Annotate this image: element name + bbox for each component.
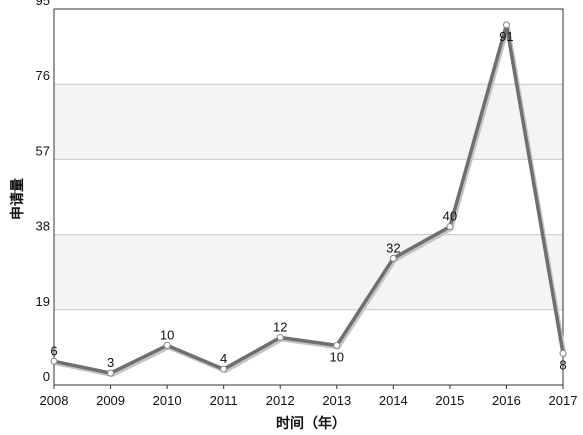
data-labels: 6 3 10 4 12 10 32 40 91 8 xyxy=(50,29,566,373)
data-label: 4 xyxy=(220,351,227,366)
x-axis-title: 时间（年） xyxy=(276,415,346,432)
x-tick-label: 2010 xyxy=(153,393,182,408)
data-label: 40 xyxy=(443,209,457,224)
x-tick-label: 2013 xyxy=(322,393,351,408)
y-axis-title: 申请量 xyxy=(9,178,26,220)
y-tick-label: 95 xyxy=(36,0,50,8)
plot-band xyxy=(54,159,563,235)
y-tick-label: 19 xyxy=(36,294,50,309)
data-point xyxy=(502,21,510,29)
data-label: 3 xyxy=(107,355,114,370)
series-line-shadow xyxy=(53,24,567,378)
data-point xyxy=(220,365,228,373)
y-tick-labels: 0 19 38 57 76 95 xyxy=(36,0,50,384)
x-tick-label: 2015 xyxy=(435,393,464,408)
data-point xyxy=(276,334,284,342)
x-tick-label: 2016 xyxy=(492,393,521,408)
data-label: 91 xyxy=(499,29,513,44)
data-point xyxy=(389,254,397,262)
plot-band xyxy=(54,9,563,85)
data-label: 10 xyxy=(330,349,344,364)
plot-band xyxy=(54,309,563,385)
data-label: 10 xyxy=(160,327,174,342)
y-tick-label: 38 xyxy=(36,219,50,234)
data-point xyxy=(50,357,58,365)
x-tick-label: 2014 xyxy=(379,393,408,408)
data-label: 8 xyxy=(559,357,566,372)
gridlines xyxy=(54,83,563,311)
data-point xyxy=(107,369,115,377)
x-tick-labels: 2008 2009 2010 2011 2012 2013 2014 2015 2016 2017 xyxy=(40,393,578,408)
plot-frame xyxy=(53,8,564,386)
series-line-group xyxy=(52,23,567,378)
plot-background-bands xyxy=(54,9,563,385)
data-label: 32 xyxy=(386,240,400,255)
data-label: 6 xyxy=(50,343,57,358)
series-line xyxy=(52,23,565,375)
y-tick-label: 57 xyxy=(36,143,50,158)
data-point-markers xyxy=(50,21,567,377)
data-point xyxy=(559,349,567,357)
axes xyxy=(53,8,564,389)
x-tick-label: 2008 xyxy=(40,393,69,408)
x-tick-label: 2011 xyxy=(210,393,238,408)
data-point xyxy=(333,341,341,349)
y-tick-label: 0 xyxy=(43,369,50,384)
data-label: 12 xyxy=(273,320,287,335)
x-tick-label: 2017 xyxy=(549,393,578,408)
plot-band xyxy=(54,234,563,310)
x-tick-label: 2012 xyxy=(266,393,295,408)
data-point xyxy=(163,341,171,349)
x-tick-label: 2009 xyxy=(96,393,125,408)
y-tick-label: 76 xyxy=(36,68,50,83)
data-point xyxy=(446,223,454,231)
